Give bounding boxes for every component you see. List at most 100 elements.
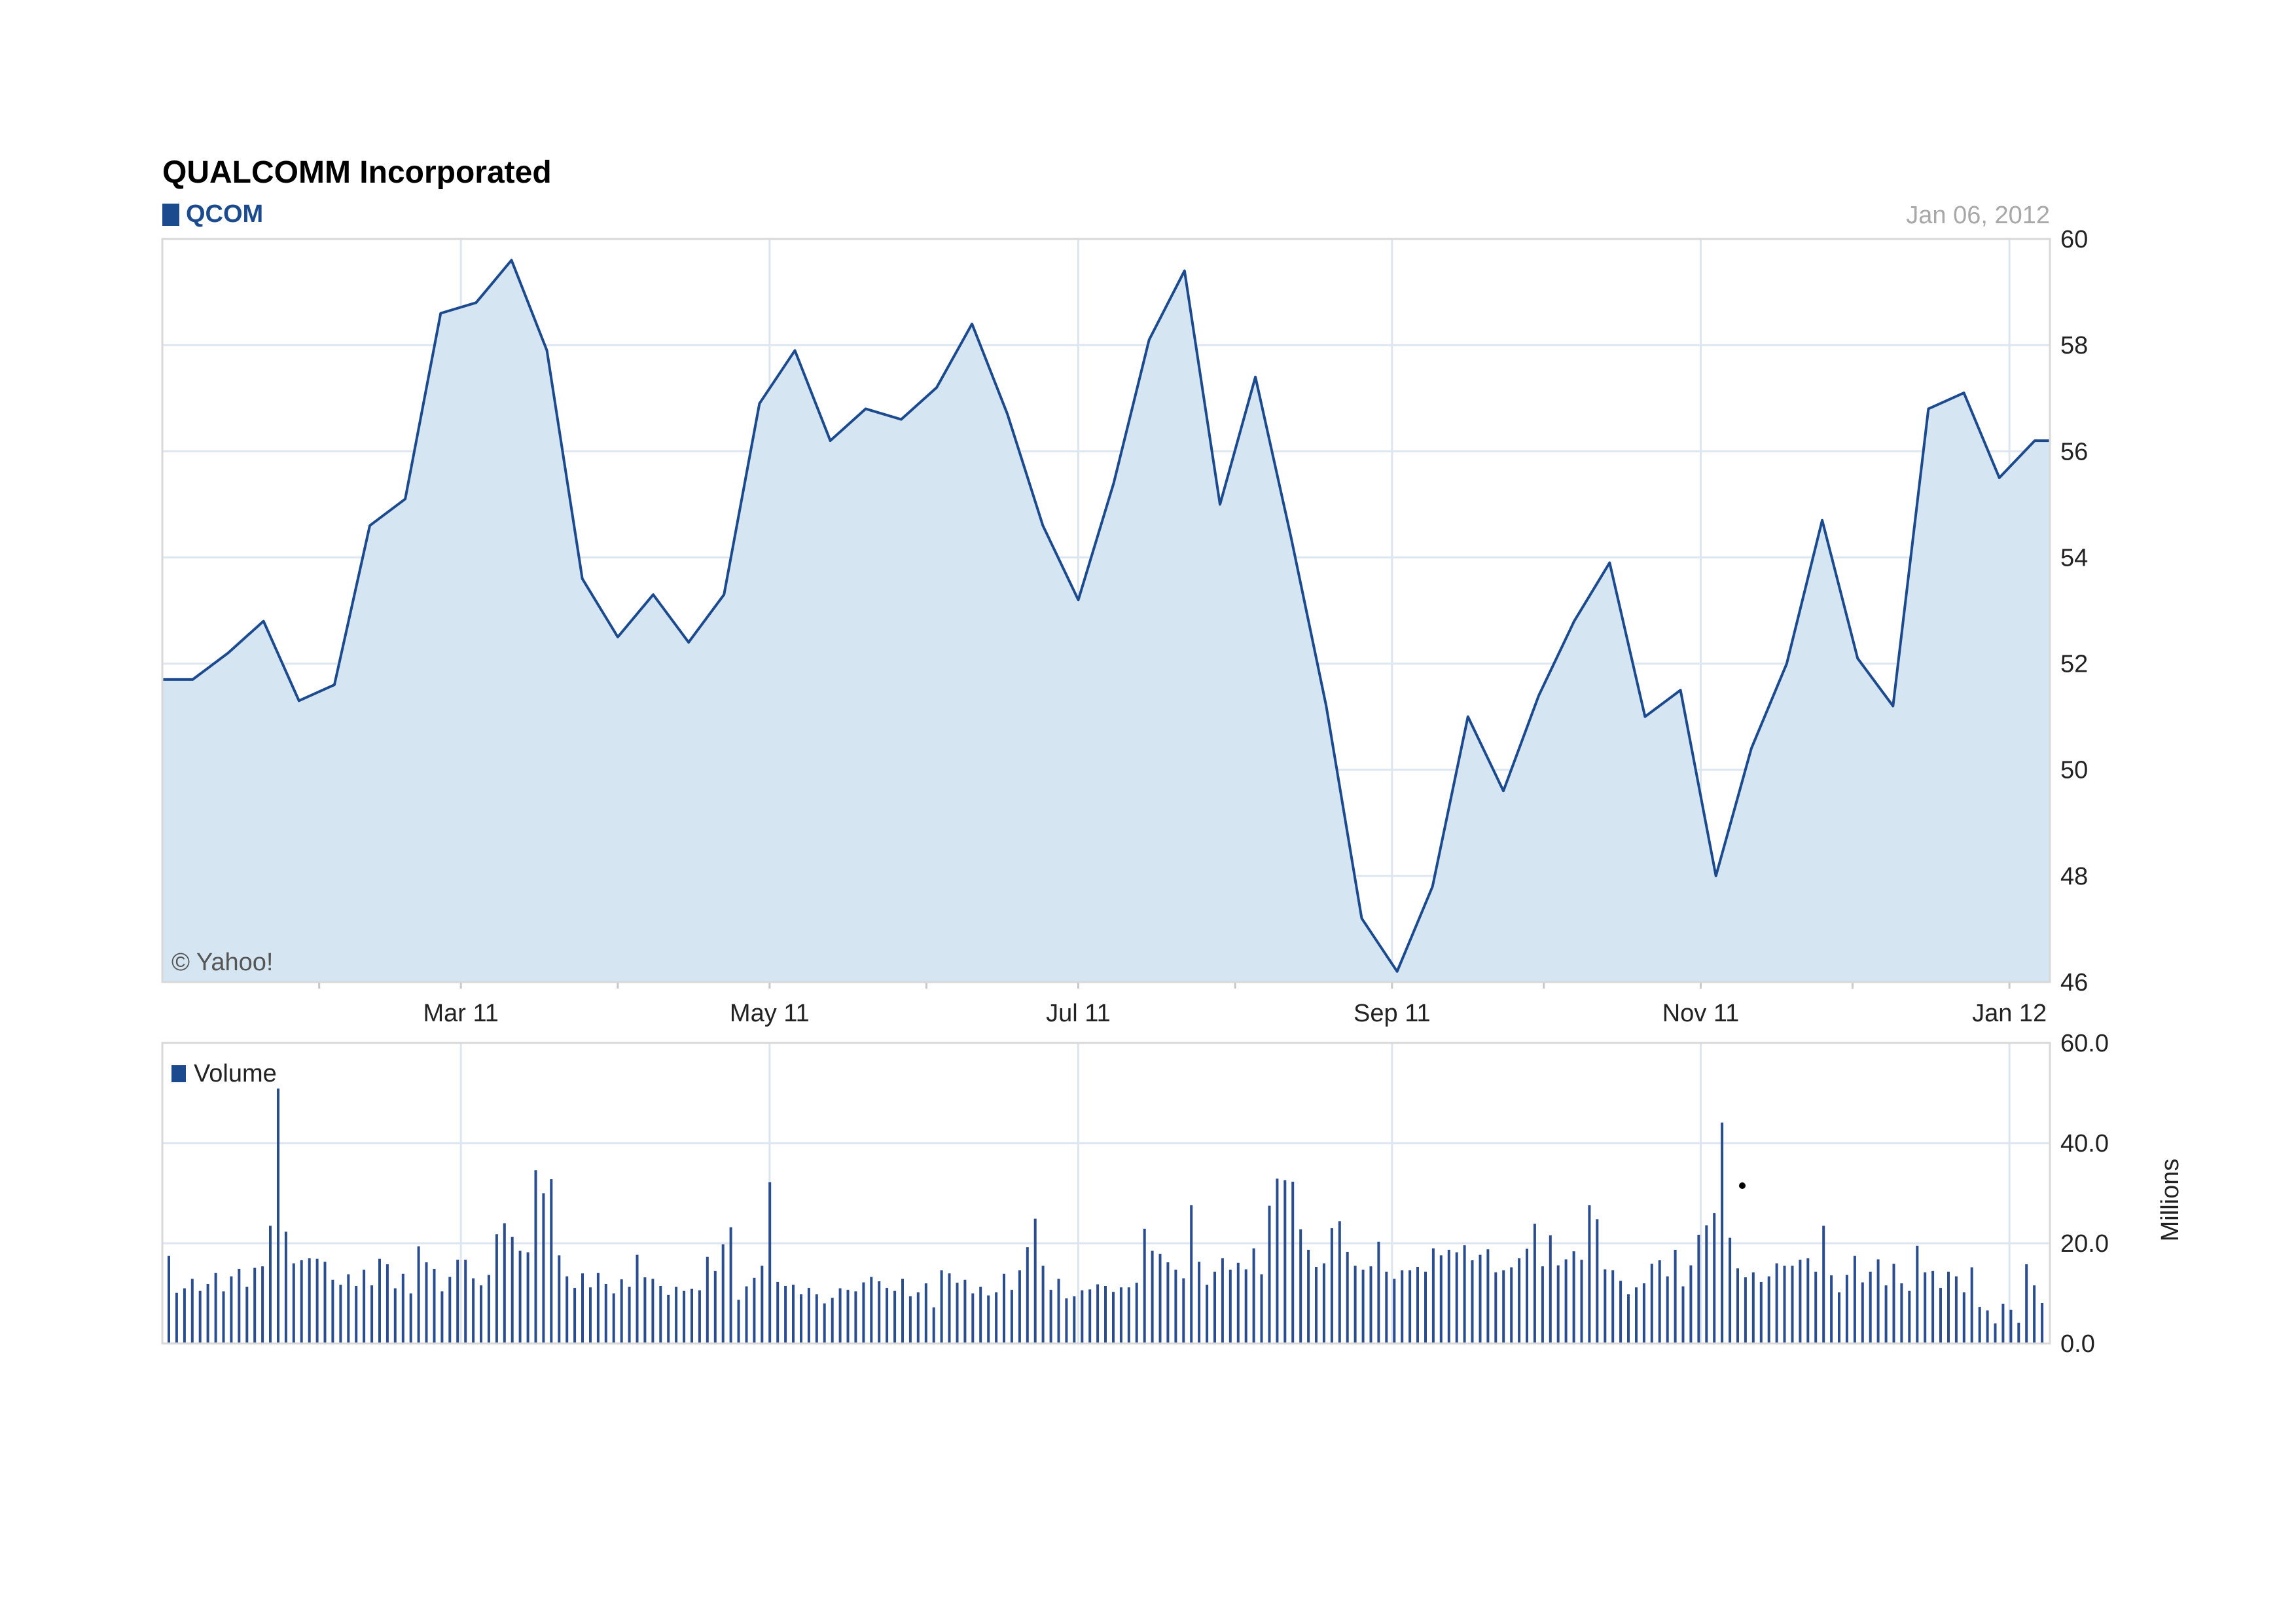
volume-bar — [776, 1281, 780, 1343]
volume-bar — [1322, 1263, 1325, 1343]
volume-bar — [456, 1260, 459, 1343]
x-tick-label: Sep 11 — [1354, 1000, 1431, 1027]
price-legend: QCOM — [162, 200, 263, 228]
volume-bar — [1057, 1279, 1060, 1343]
volume-bar — [190, 1279, 194, 1343]
volume-bar — [1767, 1276, 1770, 1343]
volume-bar — [940, 1270, 943, 1343]
volume-bar — [1892, 1264, 1895, 1343]
volume-bar — [1642, 1283, 1645, 1343]
volume-bar — [1213, 1271, 1216, 1343]
volume-bar — [1939, 1288, 1942, 1343]
volume-bar — [1502, 1270, 1505, 1343]
price-chart: Mar 11 May 11 Jul 11 Sep 11 Nov 11 Jan 12 46 48… — [161, 226, 2088, 1343]
volume-bar — [908, 1296, 912, 1343]
volume-bar — [1869, 1271, 1872, 1343]
volume-bar — [1479, 1254, 1482, 1343]
volume-bar — [1650, 1264, 1653, 1343]
volume-bar — [878, 1281, 881, 1343]
volume-bar — [1931, 1271, 1935, 1343]
volume-bar — [1260, 1274, 1263, 1343]
volume-bar — [1666, 1276, 1669, 1343]
volume-bar — [1744, 1277, 1747, 1343]
price-legend-swatch — [162, 203, 179, 226]
volume-bar — [1838, 1292, 1840, 1343]
volume-bar — [1619, 1281, 1623, 1343]
volume-bar — [807, 1288, 810, 1343]
volume-bar — [800, 1294, 802, 1343]
price-legend-label: QCOM — [186, 200, 264, 228]
volume-bar — [1416, 1267, 1419, 1343]
volume-bar — [1361, 1269, 1365, 1343]
volume-bar — [1143, 1228, 1146, 1343]
volume-bar — [495, 1234, 498, 1343]
volume-bar — [355, 1286, 358, 1343]
volume-bar — [1135, 1283, 1138, 1343]
volume-bar — [1814, 1271, 1818, 1343]
volume-bar — [971, 1293, 975, 1343]
yahoo-copyright: © Yahoo! — [171, 949, 274, 976]
volume-bar — [1291, 1181, 1295, 1343]
volume-bar — [870, 1277, 873, 1343]
volume-bar — [417, 1246, 420, 1343]
volume-bar — [737, 1300, 740, 1343]
volume-bar — [831, 1298, 834, 1343]
volume-bar — [1635, 1287, 1638, 1343]
volume-bar — [1073, 1296, 1076, 1343]
price-y-tick-label: 50 — [2060, 757, 2088, 784]
volume-bar — [979, 1286, 982, 1343]
volume-bar — [581, 1273, 584, 1343]
volume-bar — [1174, 1269, 1177, 1343]
volume-bar — [901, 1279, 904, 1343]
volume-bar — [409, 1293, 412, 1343]
volume-bar — [2009, 1309, 2013, 1343]
volume-bar — [206, 1284, 209, 1343]
volume-bar — [713, 1271, 717, 1343]
volume-bar — [1970, 1267, 1973, 1343]
volume-bar — [1736, 1268, 1739, 1344]
volume-bar — [675, 1286, 678, 1343]
volume-bar — [253, 1267, 257, 1343]
volume-bar — [1845, 1275, 1848, 1343]
volume-bar — [1198, 1262, 1201, 1343]
volume-bar — [612, 1293, 615, 1343]
volume-bar — [183, 1288, 186, 1343]
x-tick-label: May 11 — [730, 1000, 810, 1027]
volume-bar — [315, 1258, 319, 1343]
volume-bar — [1354, 1266, 1357, 1343]
volume-bar — [1822, 1226, 1825, 1343]
volume-bar — [1541, 1266, 1544, 1343]
volume-bar — [854, 1291, 857, 1343]
volume-bar — [1408, 1270, 1412, 1343]
price-y-tick-label: 60 — [2060, 226, 2088, 253]
volume-bar — [838, 1288, 842, 1343]
volume-bar — [1705, 1225, 1708, 1343]
volume-bar — [1268, 1205, 1271, 1343]
volume-bar — [1463, 1245, 1466, 1343]
volume-bar — [1049, 1290, 1052, 1343]
volume-bar — [1908, 1290, 1911, 1343]
volume-bar — [518, 1250, 522, 1343]
volume-bar — [198, 1290, 202, 1343]
volume-bar — [448, 1277, 452, 1343]
volume-bar — [1681, 1286, 1685, 1343]
price-y-tick-label: 58 — [2060, 332, 2088, 359]
volume-bar — [565, 1276, 569, 1343]
volume-bar — [1627, 1294, 1630, 1343]
volume-bar — [433, 1269, 436, 1343]
volume-bar — [698, 1290, 701, 1343]
volume-bar — [440, 1291, 444, 1343]
chart-date: Jan 06, 2012 — [1906, 202, 2050, 229]
volume-bar — [526, 1252, 529, 1343]
volume-bar — [1033, 1218, 1037, 1343]
volume-bar — [628, 1286, 631, 1343]
volume-bar — [1806, 1258, 1810, 1343]
volume-bar — [401, 1273, 404, 1343]
volume-bar — [1775, 1263, 1778, 1343]
volume-bar — [175, 1292, 178, 1343]
volume-bar — [1689, 1265, 1693, 1343]
volume-bar — [1876, 1259, 1880, 1343]
volume-bar — [323, 1262, 327, 1343]
stray-dot — [1739, 1182, 1746, 1189]
